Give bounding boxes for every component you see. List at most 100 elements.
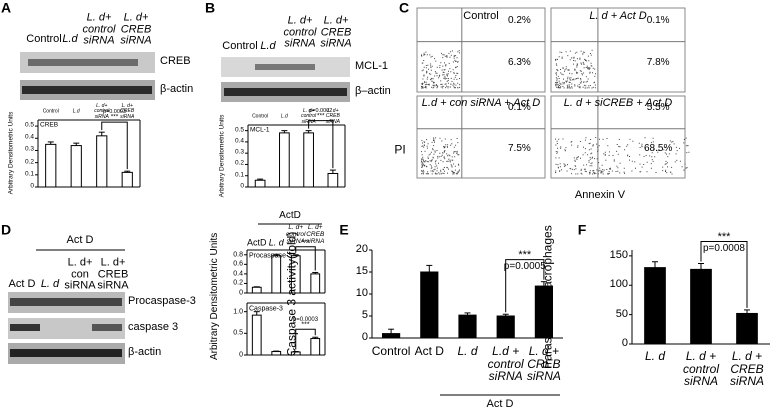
significance: *** xyxy=(110,113,119,121)
bracket xyxy=(101,121,128,170)
bracket xyxy=(295,328,316,350)
y-tick-label: 100 xyxy=(609,278,628,291)
y-tick-label: 0.4 xyxy=(234,137,244,145)
group-label: ActD xyxy=(279,209,301,221)
plot-title: L.d + con siRNA + Act D xyxy=(421,97,541,110)
band-label: Procaspase-3 xyxy=(128,295,196,308)
panel-label: F xyxy=(577,221,587,238)
bracket xyxy=(505,259,545,313)
x-tick-label: L. d + control siRNA xyxy=(682,349,720,389)
panel-label: C xyxy=(398,0,410,16)
lane-label: L. d+ CREB siRNA xyxy=(320,14,352,50)
axis-label: Arbitrary Densitometric Units xyxy=(218,114,226,198)
panel-label: D xyxy=(0,221,12,238)
scatter-dots xyxy=(421,137,460,175)
y-tick-label: 1.0 xyxy=(233,307,243,315)
lane-label: L. d+ control siRNA xyxy=(283,14,317,50)
significance: *** xyxy=(301,321,310,329)
lane-label: L. d+ control siRNA xyxy=(82,11,116,47)
scatter-dots xyxy=(555,49,596,89)
y-tick-label: 0.4 xyxy=(233,270,243,278)
chart-title: MCL-1 xyxy=(250,126,270,134)
y-tick-label: 15 xyxy=(355,265,368,278)
y-tick-label: 0.2 xyxy=(234,160,244,168)
x-tick-label: L.d + control siRNA xyxy=(487,344,524,384)
x-tick-label: Act D xyxy=(414,344,444,358)
bracket xyxy=(308,120,334,169)
y-tick-label: 0 xyxy=(239,351,243,359)
panel-label: E xyxy=(339,221,349,238)
p-value: p=0.0005 xyxy=(503,260,546,272)
lane-label: L. d+ CREB siRNA xyxy=(306,223,325,245)
x-tick-label: L. d + CREB siRNA xyxy=(729,349,764,389)
y-tick-label: 0.2 xyxy=(24,158,34,166)
band-label: MCL-1 xyxy=(355,60,389,73)
lane-label: L. d xyxy=(268,237,284,248)
flow-plot xyxy=(550,7,686,93)
y-tick-label: 0 xyxy=(240,182,244,190)
axis-label: Arbitrary Densitometric Units xyxy=(7,111,15,195)
x-tick-label: L. d xyxy=(457,344,478,358)
quadrant-value: 5.5% xyxy=(646,102,670,114)
p-value: p=0.0002 xyxy=(309,107,333,114)
quadrant-value: 0.2% xyxy=(507,14,531,26)
plot-title: Control xyxy=(463,10,499,23)
plot-title: L. d + siCREB + Act D xyxy=(563,97,673,110)
lane-label: L.d xyxy=(260,40,276,53)
x-tick-label: L. d + CREB siRNA xyxy=(526,344,561,384)
lane-label: ActD xyxy=(246,237,267,248)
p-value: p=0.0003 xyxy=(102,109,127,116)
band xyxy=(224,88,347,96)
x-tick-label: Control xyxy=(42,108,59,115)
band xyxy=(10,298,122,306)
y-tick-label: 0.5 xyxy=(234,126,244,134)
y-tick-label: 0 xyxy=(30,182,34,190)
x-tick-label: L. d xyxy=(644,349,665,363)
scatter-dots xyxy=(421,50,461,89)
group-label: Act D xyxy=(486,398,514,411)
y-tick-label: 0.1 xyxy=(24,170,34,178)
lane-label: L. d+ con siRNA xyxy=(64,256,96,292)
x-tick-label: L. d+ CREB siRNA xyxy=(325,108,340,125)
lane-label: Control xyxy=(26,33,62,46)
band-label: β–actin xyxy=(355,85,391,98)
band xyxy=(92,324,122,331)
y-tick-label: 150 xyxy=(609,249,628,262)
y-tick-label: 0.8 xyxy=(233,251,243,259)
scatter-dots xyxy=(555,137,690,175)
y-tick-label: 0.3 xyxy=(24,146,34,154)
y-tick-label: 20 xyxy=(355,243,368,256)
panel-label: A xyxy=(0,0,12,16)
band xyxy=(10,324,40,331)
lane-label: L. d+ CREB siRNA xyxy=(120,11,152,47)
plot-title: L. d + Act D xyxy=(589,10,647,23)
significance: *** xyxy=(717,230,731,243)
band xyxy=(255,64,315,70)
band-label: β-actin xyxy=(160,83,194,96)
y-tick-label: 10 xyxy=(355,287,368,300)
quadrant-value: 0.1% xyxy=(507,102,531,114)
y-tick-label: 0.4 xyxy=(24,133,34,141)
y-tick-label: 0.1 xyxy=(234,171,244,179)
band xyxy=(28,59,138,66)
y-tick-label: 50 xyxy=(615,307,628,320)
lane-label: L. d+ CREB siRNA xyxy=(97,256,129,292)
bracket xyxy=(295,246,316,271)
flow-plot xyxy=(550,95,686,179)
lane-label: L.d xyxy=(62,33,78,46)
lane-label: L. d xyxy=(40,278,60,291)
significance: *** xyxy=(518,248,532,261)
p-value: p=0.0008 xyxy=(703,242,745,254)
y-tick-label: 0.3 xyxy=(234,148,244,156)
y-tick-label: 0 xyxy=(239,289,243,297)
lane-label: L. d+ control siRNA xyxy=(285,223,306,245)
significance: *** xyxy=(301,239,310,247)
group-label: Act D xyxy=(66,234,94,247)
y-tick-label: 0 xyxy=(361,331,368,344)
y-tick-label: 0.5 xyxy=(233,329,243,337)
axis-label: Parasite/100 macrophages xyxy=(540,225,555,369)
quadrant-value: 0.1% xyxy=(646,14,670,26)
y-tick-label: 0.2 xyxy=(233,279,243,287)
